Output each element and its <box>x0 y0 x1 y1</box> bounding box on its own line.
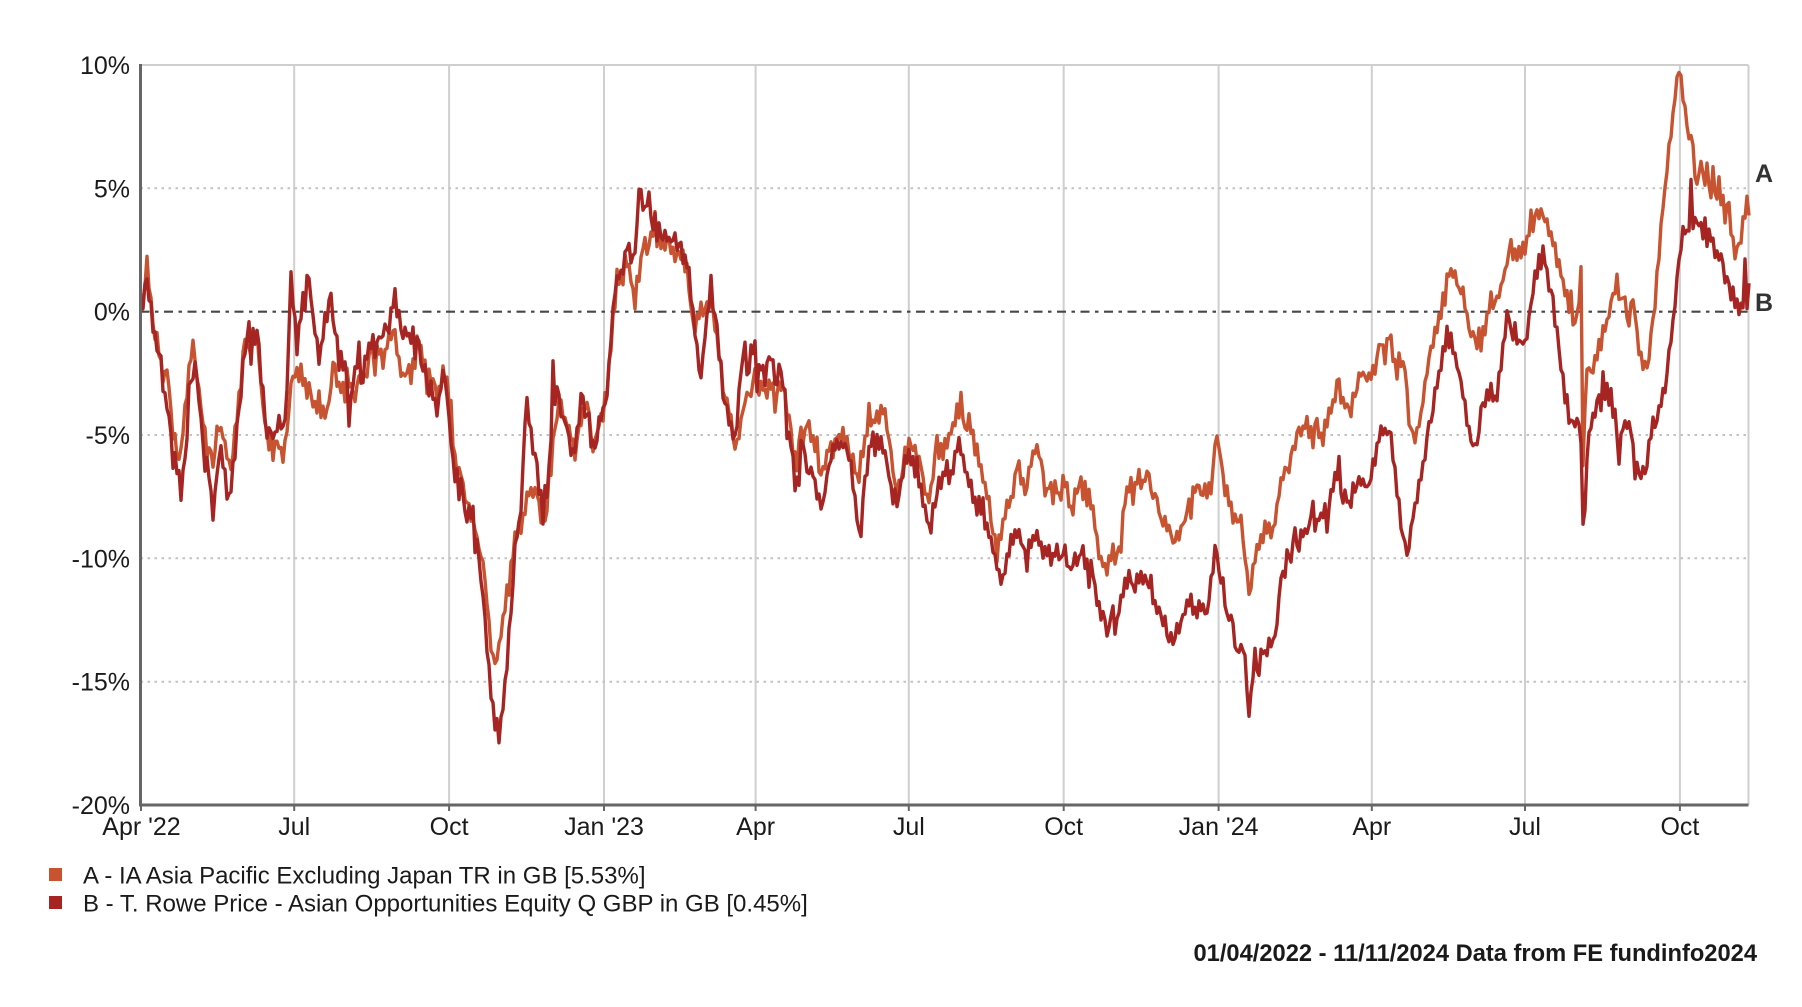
svg-text:B: B <box>1755 289 1773 317</box>
svg-text:Jan '24: Jan '24 <box>1179 813 1259 841</box>
svg-text:A - IA Asia Pacific Excluding: A - IA Asia Pacific Excluding Japan TR i… <box>83 863 646 890</box>
svg-text:Apr '22: Apr '22 <box>102 813 180 841</box>
svg-text:A: A <box>1755 160 1773 188</box>
svg-text:-20%: -20% <box>72 792 130 820</box>
svg-text:-15%: -15% <box>72 669 130 697</box>
svg-text:5%: 5% <box>94 175 130 203</box>
svg-text:Apr: Apr <box>736 813 775 841</box>
svg-text:Jul: Jul <box>893 813 925 841</box>
svg-text:0%: 0% <box>94 299 130 327</box>
svg-text:B - T. Rowe Price - Asian Oppo: B - T. Rowe Price - Asian Opportunities … <box>83 891 808 918</box>
svg-text:Jan '23: Jan '23 <box>564 813 644 841</box>
svg-text:Jul: Jul <box>1509 813 1541 841</box>
svg-text:Oct: Oct <box>430 813 469 841</box>
svg-text:Oct: Oct <box>1660 813 1699 841</box>
svg-text:10%: 10% <box>80 52 130 80</box>
svg-text:Oct: Oct <box>1044 813 1083 841</box>
svg-text:01/04/2022 - 11/11/2024 Data f: 01/04/2022 - 11/11/2024 Data from FE fun… <box>1193 941 1757 967</box>
svg-text:-10%: -10% <box>72 545 130 573</box>
svg-text:-5%: -5% <box>86 422 130 450</box>
svg-text:Jul: Jul <box>278 813 310 841</box>
svg-text:Apr: Apr <box>1352 813 1391 841</box>
